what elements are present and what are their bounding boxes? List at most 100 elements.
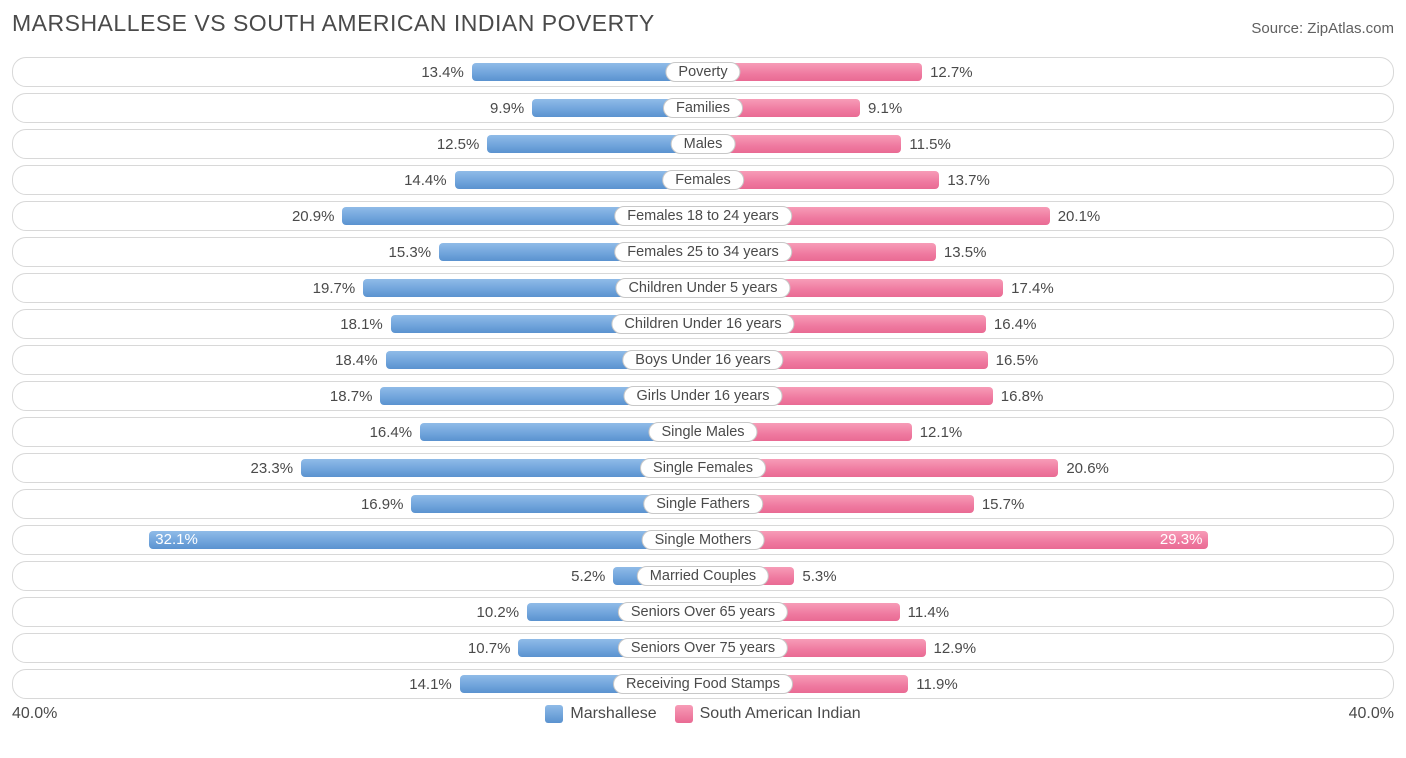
legend-label-right: South American Indian — [700, 705, 861, 723]
value-label-right: 11.9% — [916, 676, 957, 693]
chart-footer: 40.0% Marshallese South American Indian … — [12, 705, 1394, 723]
bar-half-right: 20.1% — [703, 202, 1393, 230]
legend-item-left: Marshallese — [545, 705, 656, 723]
category-label: Children Under 5 years — [615, 278, 790, 298]
category-label: Females 25 to 34 years — [614, 242, 792, 262]
value-label-left: 18.4% — [335, 352, 378, 369]
chart-row: 16.4%12.1%Single Males — [12, 417, 1394, 447]
bar-half-right: 20.6% — [703, 454, 1393, 482]
value-label-right: 12.7% — [930, 64, 973, 81]
value-label-left: 23.3% — [251, 460, 294, 477]
value-label-right: 29.3% — [1160, 531, 1203, 548]
value-label-left: 14.4% — [404, 172, 447, 189]
category-label: Single Males — [648, 422, 757, 442]
value-label-right: 11.4% — [908, 604, 949, 621]
category-label: Girls Under 16 years — [624, 386, 783, 406]
bar-half-left: 12.5% — [13, 130, 703, 158]
chart-row: 18.4%16.5%Boys Under 16 years — [12, 345, 1394, 375]
value-label-left: 18.7% — [330, 388, 373, 405]
category-label: Seniors Over 75 years — [618, 638, 788, 658]
chart-row: 20.9% 20.1% Females 18 to 24 years — [12, 201, 1394, 231]
category-label: Single Mothers — [642, 530, 765, 550]
chart-row: 5.2%5.3%Married Couples — [12, 561, 1394, 591]
chart-row: 13.4%12.7%Poverty — [12, 57, 1394, 87]
bar-half-left: 32.1% — [13, 526, 703, 554]
legend-label-left: Marshallese — [570, 705, 656, 723]
bar-half-right: 11.5% — [703, 130, 1393, 158]
bar-left: 32.1% — [149, 531, 703, 549]
chart-row: 10.7% 12.9%Seniors Over 75 years — [12, 633, 1394, 663]
value-label-left: 20.9% — [292, 208, 335, 225]
bar-half-right: 12.1% — [703, 418, 1393, 446]
source-prefix: Source: — [1251, 20, 1307, 37]
value-label-left: 10.7% — [468, 640, 511, 657]
bar-half-left: 9.9% — [13, 94, 703, 122]
bar-half-left: 13.4% — [13, 58, 703, 86]
value-label-left: 9.9% — [490, 100, 524, 117]
chart-row: 15.3% 13.5% Females 25 to 34 years — [12, 237, 1394, 267]
bar-half-right: 5.3% — [703, 562, 1393, 590]
category-label: Single Fathers — [643, 494, 763, 514]
value-label-right: 12.1% — [920, 424, 963, 441]
value-label-left: 18.1% — [340, 316, 383, 333]
bar-half-right: 16.8% — [703, 382, 1393, 410]
swatch-icon — [545, 705, 563, 723]
value-label-left: 16.9% — [361, 496, 404, 513]
value-label-right: 11.5% — [909, 136, 950, 153]
chart-row: 23.3% 20.6%Single Females — [12, 453, 1394, 483]
bar-half-right: 16.4% — [703, 310, 1393, 338]
bar-half-left: 18.4% — [13, 346, 703, 374]
chart-row: 16.9% 15.7% Single Fathers — [12, 489, 1394, 519]
value-label-left: 32.1% — [155, 531, 198, 548]
bar-half-right: 12.9% — [703, 634, 1393, 662]
bar-half-left: 18.7% — [13, 382, 703, 410]
chart-row: 18.7% 16.8% Girls Under 16 years — [12, 381, 1394, 411]
bar-half-left: 14.4% — [13, 166, 703, 194]
source-name: ZipAtlas.com — [1307, 20, 1394, 37]
chart-row: 19.7%17.4%Children Under 5 years — [12, 273, 1394, 303]
bar-half-right: 13.7% — [703, 166, 1393, 194]
category-label: Seniors Over 65 years — [618, 602, 788, 622]
value-label-right: 9.1% — [868, 100, 902, 117]
value-label-left: 10.2% — [477, 604, 520, 621]
value-label-left: 14.1% — [409, 676, 452, 693]
value-label-right: 13.5% — [944, 244, 987, 261]
bar-half-left: 10.2% — [13, 598, 703, 626]
chart-container: MARSHALLESE VS SOUTH AMERICAN INDIAN POV… — [0, 0, 1406, 723]
value-label-right: 16.5% — [996, 352, 1039, 369]
bar-half-left: 20.9% — [13, 202, 703, 230]
axis-max-right: 40.0% — [1349, 705, 1394, 723]
bar-half-right: 17.4% — [703, 274, 1393, 302]
bar-half-left: 16.9% — [13, 490, 703, 518]
chart-row: 32.1% 29.3% Single Mothers — [12, 525, 1394, 555]
category-label: Single Females — [640, 458, 766, 478]
value-label-right: 16.8% — [1001, 388, 1044, 405]
value-label-right: 5.3% — [802, 568, 836, 585]
value-label-right: 20.1% — [1058, 208, 1101, 225]
value-label-left: 13.4% — [421, 64, 464, 81]
bar-half-right: 11.4% — [703, 598, 1393, 626]
diverging-bar-chart: 13.4%12.7%Poverty9.9%9.1%Families12.5%11… — [12, 57, 1394, 699]
bar-half-left: 5.2% — [13, 562, 703, 590]
chart-row: 14.4%13.7%Females — [12, 165, 1394, 195]
value-label-left: 12.5% — [437, 136, 480, 153]
value-label-left: 5.2% — [571, 568, 605, 585]
chart-row: 9.9% 9.1% Families — [12, 93, 1394, 123]
category-label: Children Under 16 years — [611, 314, 794, 334]
category-label: Families — [663, 98, 743, 118]
bar-half-left: 15.3% — [13, 238, 703, 266]
bar-half-right: 29.3% — [703, 526, 1393, 554]
swatch-icon — [675, 705, 693, 723]
bar-right: 29.3% — [703, 531, 1208, 549]
axis-max-left: 40.0% — [12, 705, 57, 723]
value-label-right: 15.7% — [982, 496, 1025, 513]
bar-half-left: 14.1% — [13, 670, 703, 698]
chart-row: 12.5%11.5%Males — [12, 129, 1394, 159]
bar-half-right: 15.7% — [703, 490, 1393, 518]
bar-half-left: 18.1% — [13, 310, 703, 338]
bar-half-right: 16.5% — [703, 346, 1393, 374]
value-label-right: 16.4% — [994, 316, 1037, 333]
category-label: Females 18 to 24 years — [614, 206, 792, 226]
value-label-right: 13.7% — [947, 172, 990, 189]
chart-source: Source: ZipAtlas.com — [1251, 20, 1394, 37]
